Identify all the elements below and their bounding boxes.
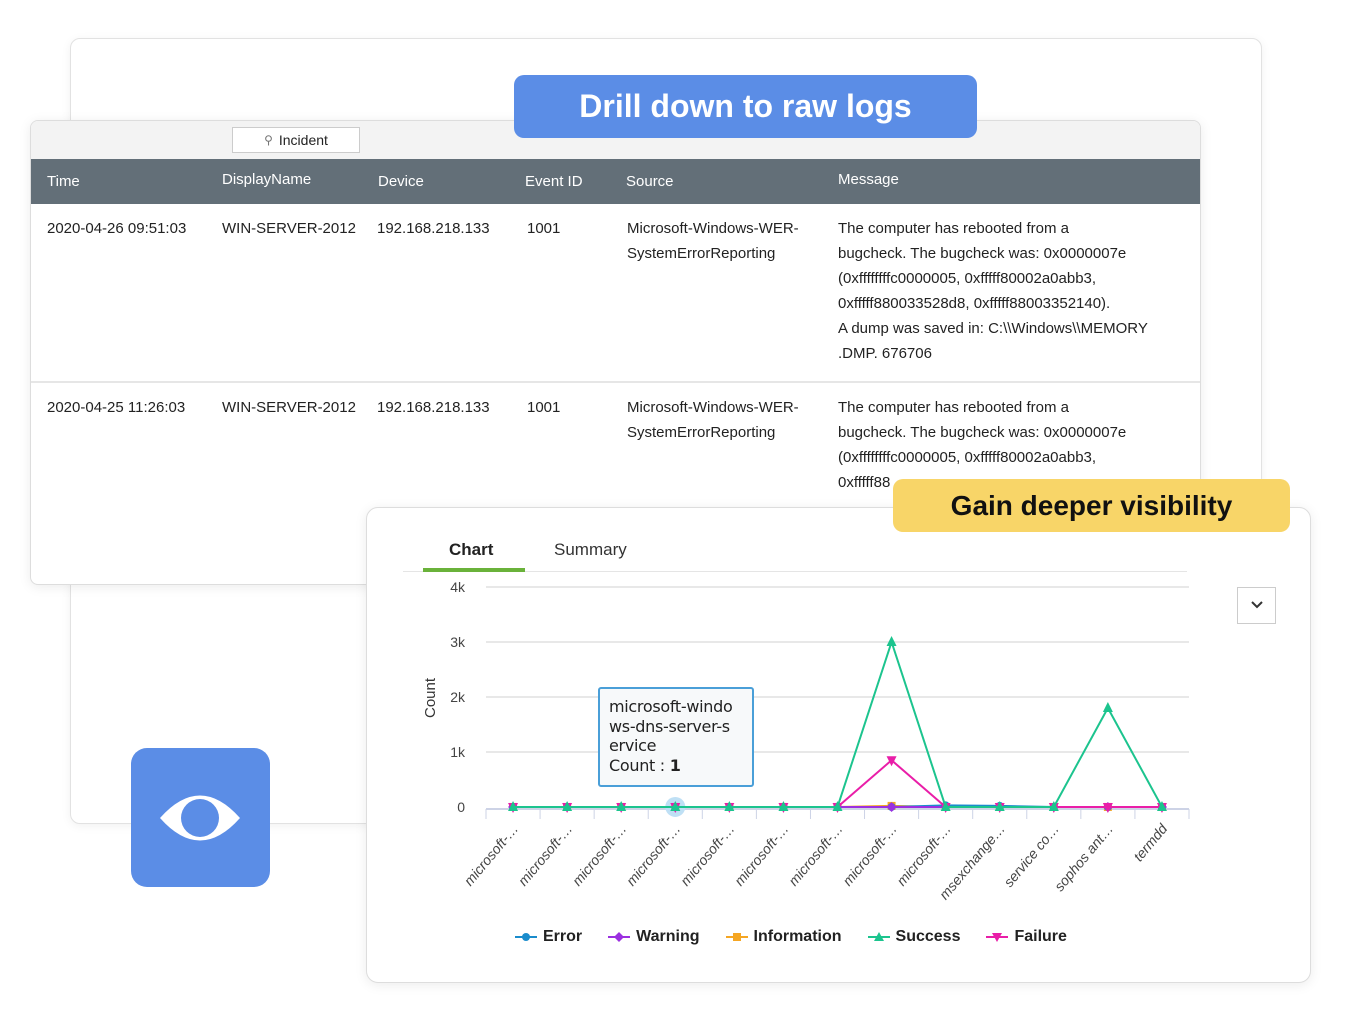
- y-tick-label: 2k: [450, 689, 466, 705]
- y-axis-label: Count: [422, 677, 439, 718]
- x-tick-label: service co…: [1000, 821, 1062, 890]
- incident-label: Incident: [278, 132, 328, 148]
- x-tick-label: microsoft-…: [623, 821, 684, 889]
- x-tick-label: microsoft-…: [731, 821, 792, 889]
- point-success: [562, 800, 573, 811]
- col-source[interactable]: Source: [626, 173, 674, 190]
- point-success: [886, 636, 897, 646]
- tab-chart[interactable]: Chart: [449, 540, 494, 559]
- legend-marker-icon: [725, 933, 748, 941]
- cell-device: 192.168.218.133: [377, 220, 490, 237]
- y-tick-label: 3k: [450, 634, 466, 650]
- chart-options-dropdown[interactable]: [1237, 587, 1276, 624]
- point-success: [1156, 800, 1167, 811]
- x-tick-label: microsoft-…: [839, 821, 900, 889]
- cell-message: The computer has rebooted from a bugcheck…: [838, 399, 1127, 491]
- y-tick-label: 1k: [450, 744, 466, 760]
- col-displayname[interactable]: DisplayName: [222, 171, 312, 188]
- legend-item-success[interactable]: Success: [867, 928, 961, 946]
- legend-label: Failure: [1014, 928, 1067, 945]
- cell-displayname: WIN-SERVER-2012: [222, 220, 356, 237]
- y-tick-label: 4k: [450, 579, 466, 595]
- x-tick-label: microsoft-…: [461, 821, 522, 889]
- tab-divider: [403, 571, 1187, 572]
- cell-source: Microsoft-Windows-WER- SystemErrorReporti…: [627, 220, 799, 262]
- legend-marker-icon: [515, 933, 537, 941]
- x-tick-label: termdd: [1130, 820, 1171, 865]
- col-eventid[interactable]: Event ID: [525, 173, 583, 190]
- table-row[interactable]: 2020-04-26 09:51:03 WIN-SERVER-2012 192.…: [31, 204, 1200, 383]
- cell-displayname: WIN-SERVER-2012: [222, 399, 356, 416]
- x-tick-label: microsoft-…: [677, 821, 738, 889]
- cell-time: 2020-04-26 09:51:03: [47, 220, 187, 237]
- point-success: [508, 800, 519, 811]
- point-success: [940, 800, 951, 811]
- tab-summary[interactable]: Summary: [554, 540, 627, 559]
- col-message[interactable]: Message: [838, 171, 899, 188]
- legend-marker-icon: [986, 933, 1009, 942]
- cell-source: Microsoft-Windows-WER- SystemErrorReporti…: [627, 399, 799, 441]
- legend-label: Warning: [636, 928, 700, 945]
- point-success: [1048, 800, 1059, 811]
- x-tick-label: microsoft-…: [785, 821, 846, 889]
- col-time[interactable]: Time: [47, 173, 80, 190]
- legend-marker-icon: [608, 932, 631, 942]
- chevron-down-icon: [1250, 597, 1264, 615]
- legend-marker-icon: [867, 932, 890, 941]
- incident-icon: ⚲: [264, 133, 273, 147]
- legend-item-error[interactable]: Error: [515, 928, 582, 946]
- line-chart: 01k2k3k4kCountmicrosoft-…microsoft-…micr…: [422, 579, 1190, 902]
- point-success: [778, 800, 789, 811]
- legend-item-failure[interactable]: Failure: [986, 928, 1067, 946]
- legend-label: Success: [895, 928, 961, 945]
- point-success: [616, 800, 627, 811]
- legend-label: Error: [543, 928, 583, 945]
- table-header: Time DisplayName Device Event ID Source …: [31, 159, 1200, 204]
- cell-device: 192.168.218.133: [377, 399, 490, 416]
- visibility-callout: Gain deeper visibility: [893, 479, 1290, 532]
- cell-time: 2020-04-25 11:26:03: [47, 399, 186, 416]
- point-warning: [886, 801, 897, 812]
- point-success: [994, 800, 1005, 811]
- incident-tab[interactable]: ⚲ Incident: [232, 127, 360, 153]
- legend-item-information[interactable]: Information: [725, 928, 842, 946]
- legend-label: Information: [753, 928, 842, 945]
- active-tab-indicator: [423, 568, 525, 572]
- chart-legend: Error Warning Information Success Failure: [515, 928, 1067, 946]
- y-tick-label: 0: [457, 799, 465, 815]
- x-tick-label: microsoft-…: [893, 821, 954, 889]
- point-success: [724, 800, 735, 811]
- point-success: [832, 800, 843, 811]
- x-tick-label: microsoft-…: [515, 821, 576, 889]
- cell-eventid: 1001: [527, 220, 561, 237]
- chart-tooltip: microsoft-windo ws-dns-server-s ervice Cou…: [598, 687, 754, 787]
- point-success: [1102, 702, 1113, 712]
- cell-eventid: 1001: [527, 399, 561, 416]
- chart-panel: Chart Summary 0 1k 2k 3k 4k Count microsoft-… m…: [366, 507, 1311, 983]
- table-row[interactable]: 2020-04-25 11:26:03 WIN-SERVER-2012 192.…: [31, 383, 1200, 583]
- point-failure: [1102, 802, 1113, 813]
- x-tick-label: microsoft-…: [569, 821, 630, 889]
- drill-down-callout: Drill down to raw logs: [514, 75, 977, 138]
- cell-message: The computer has rebooted from a bugcheck…: [838, 220, 1148, 362]
- point-success: [670, 800, 681, 811]
- col-device[interactable]: Device: [378, 173, 424, 190]
- point-failure: [886, 756, 897, 767]
- eye-icon: [131, 748, 270, 887]
- legend-item-warning[interactable]: Warning: [608, 928, 700, 946]
